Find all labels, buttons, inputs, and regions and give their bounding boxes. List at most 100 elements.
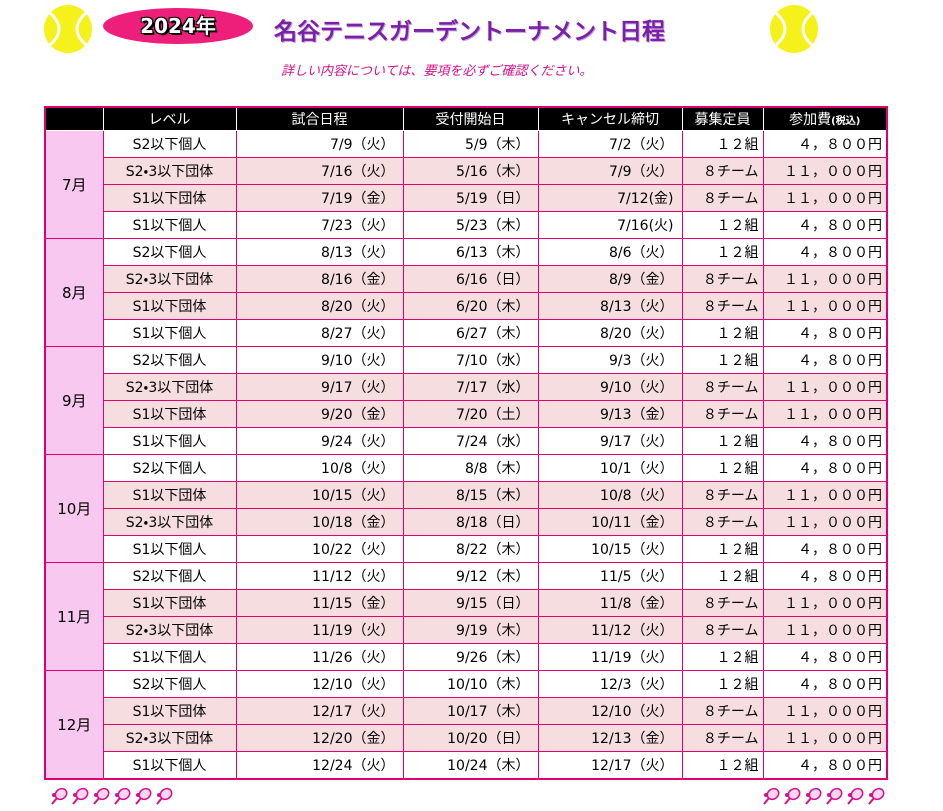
table-cell: ４，８００円 [762, 670, 888, 698]
table-cell: S2・3以下団体 [102, 157, 237, 185]
table-cell: １２組 [681, 670, 764, 698]
table-cell: 12/20（金） [235, 724, 404, 752]
year: 2024年 [140, 14, 216, 38]
table-cell: 10/18（金） [235, 508, 404, 536]
racket-icon [805, 787, 822, 805]
month-cell: 9月 [44, 346, 104, 455]
table-cell: ８チーム [681, 589, 764, 617]
table-row: S1以下団体 9/20（金） 7/20（土） 9/13（金） ８チーム １１，０００円 [45, 400, 888, 428]
racket-icon [135, 787, 152, 805]
table-cell: １２組 [681, 454, 764, 482]
racket-icon [93, 787, 110, 805]
racket-icon [826, 787, 843, 805]
table-row: S1以下個人 11/26（火） 9/26（木） 11/19（火） １２組 ４，８００円 [45, 643, 888, 671]
table-cell: 9/10（火） [235, 346, 404, 374]
table-cell: ４，８００円 [762, 238, 888, 266]
table-cell: ８チーム [681, 265, 764, 293]
table-cell: 10/17（木） [402, 697, 539, 725]
table-cell: 12/10（火） [235, 670, 404, 698]
table-cell: 11/19（火） [235, 616, 404, 644]
table-cell: 11/8（金） [537, 589, 683, 617]
racket-icons [763, 787, 885, 805]
table-cell: S1以下団体 [102, 589, 237, 617]
table-cell: ４，８００円 [762, 346, 888, 374]
table-cell: １１，０００円 [762, 373, 888, 401]
table-row: S1以下個人 12/24（火） 10/24（木） 12/17（火） １２組 ４，８００円 [45, 751, 888, 780]
table-cell: 6/20（木） [402, 292, 539, 320]
table-row: 12月 S2以下個人 12/10（火） 10/10（木） 12/3（火） １２組 ４，８００… [44, 670, 888, 780]
table-cell: S2・3以下団体 [102, 724, 237, 752]
table-cell: １２組 [681, 562, 764, 590]
table-row: S1以下団体 7/19（金） 5/19（日） 7/12(金) ８チーム １１，０００円 [45, 184, 888, 212]
table-cell: S2以下個人 [102, 454, 237, 482]
table-row: S1以下団体 10/15（火） 8/15（木） 10/8（火） ８チーム １１，０００円 [45, 481, 888, 509]
table-cell: 11/12（火） [235, 562, 404, 590]
table-cell: 10/1（火） [537, 454, 683, 482]
table-cell: 10/20（日） [402, 724, 539, 752]
tennis-ball [44, 5, 92, 53]
table-cell: １１，０００円 [762, 481, 888, 509]
month-cell: 12月 [44, 670, 104, 780]
table-cell: １２組 [681, 346, 764, 374]
racket-icons [51, 787, 173, 805]
table-cell: 10/8（火） [537, 481, 683, 509]
table-cell: S1以下団体 [102, 481, 237, 509]
table-row: S2・3以下団体 12/20（金） 10/20（日） 12/13（金） ８チーム １１，０… [45, 724, 888, 752]
subtitle: 詳しい内容については、要項を必ずご確認ください。 [281, 64, 593, 79]
table-cell: 9/17（火） [537, 427, 683, 455]
table-cell: ４，８００円 [762, 427, 888, 455]
year-badge: 2024年 [103, 8, 253, 44]
table-row: S2・3以下団体 7/16（火） 5/16（木） 7/9（火） ８チーム １１，０００円 [45, 157, 888, 185]
table-cell: １２組 [681, 130, 764, 158]
table-cell: 8/16（金） [235, 265, 404, 293]
table-cell: １２組 [681, 319, 764, 347]
table-row: S1以下団体 8/20（火） 6/20（木） 8/13（火） ８チーム １１，０００円 [45, 292, 888, 320]
table-cell: 10/15（火） [537, 535, 683, 563]
month-cell: 7月 [44, 130, 104, 239]
table-cell: S1以下個人 [102, 643, 237, 671]
table-cell: S1以下個人 [102, 211, 237, 239]
table-cell: S1以下団体 [102, 400, 237, 428]
tennis-ball [770, 5, 818, 53]
fee-note: (税込) [831, 116, 861, 127]
table-cell: 12/13（金） [537, 724, 683, 752]
table-cell: 11/12（火） [537, 616, 683, 644]
racket-icon [51, 787, 68, 805]
table-cell: １２組 [681, 427, 764, 455]
header-cell: キャンセル締切 [537, 106, 683, 131]
table-cell: 9/15（日） [402, 589, 539, 617]
table-cell: ８チーム [681, 481, 764, 509]
table-cell: 8/15（木） [402, 481, 539, 509]
header-row: レベル 試合日程 受付開始日 キャンセル締切 募集定員 参加費(税込) [44, 106, 888, 131]
table-cell: 11/19（火） [537, 643, 683, 671]
table-cell: １１，０００円 [762, 400, 888, 428]
header-cell: 参加費(税込) [762, 106, 888, 131]
table-cell: １１，０００円 [762, 616, 888, 644]
table-cell: S2以下個人 [102, 670, 237, 698]
table-cell: 10/24（木） [402, 751, 539, 780]
table-cell: S2以下個人 [102, 130, 237, 158]
table-cell: 7/9（火） [537, 157, 683, 185]
table-cell: 9/19（木） [402, 616, 539, 644]
table-cell: １１，０００円 [762, 724, 888, 752]
table-cell: 5/9（木） [402, 130, 539, 158]
table-cell: 5/16（木） [402, 157, 539, 185]
table-cell: ８チーム [681, 697, 764, 725]
table-cell: ４，８００円 [762, 535, 888, 563]
table-row: S2・3以下団体 11/19（火） 9/19（木） 11/12（火） ８チーム １１，００… [45, 616, 888, 644]
table-row: S1以下個人 8/27（火） 6/27（木） 8/20（火） １２組 ４，８００円 [45, 319, 888, 347]
table-row: 9月 S2以下個人 9/10（火） 7/10（水） 9/3（火） １２組 ４，８００円 [44, 346, 888, 455]
header-cell: 試合日程 [235, 106, 404, 131]
table-cell: ８チーム [681, 184, 764, 212]
table-row: S2・3以下団体 10/18（金） 8/18（日） 10/11（金） ８チーム １１，００… [45, 508, 888, 536]
table-cell: S2・3以下団体 [102, 373, 237, 401]
table-cell: １２組 [681, 643, 764, 671]
table-cell: ８チーム [681, 157, 764, 185]
table-cell: 5/19（日） [402, 184, 539, 212]
table-cell: 8/20（火） [235, 292, 404, 320]
table-cell: １１，０００円 [762, 697, 888, 725]
table-cell: 9/17（火） [235, 373, 404, 401]
table-cell: 8/27（火） [235, 319, 404, 347]
racket-icon [847, 787, 864, 805]
table-cell: 9/26（木） [402, 643, 539, 671]
